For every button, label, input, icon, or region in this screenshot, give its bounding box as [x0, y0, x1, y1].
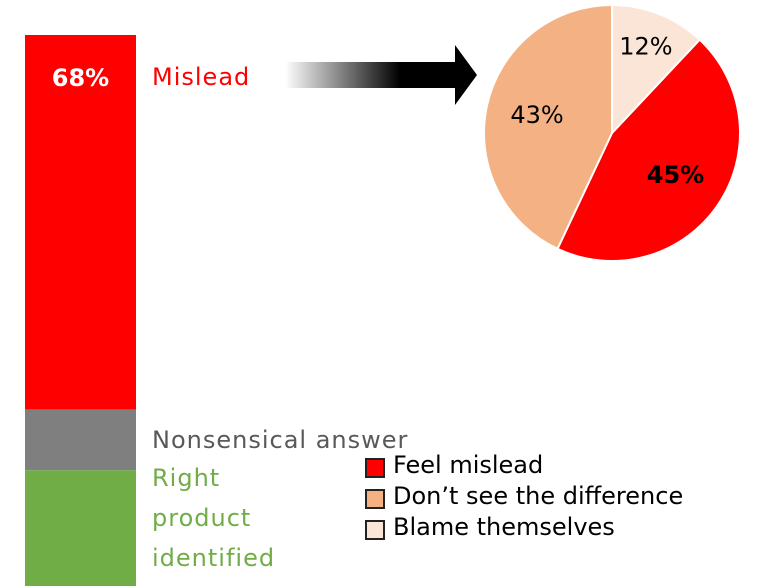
- legend-label: Blame themselves: [393, 513, 615, 541]
- arrow: [285, 45, 477, 105]
- legend-swatch: [365, 458, 385, 478]
- series-label: Mislead: [152, 63, 251, 91]
- legend-swatch: [365, 520, 385, 540]
- bar-segment: [25, 470, 136, 586]
- bar-segment: [25, 35, 136, 410]
- data-label: 43%: [510, 101, 563, 129]
- pie-slice: [483, 3, 613, 251]
- bar-segment: [25, 409, 136, 471]
- series-label: Nonsensical answer: [152, 425, 409, 454]
- data-label: 45%: [647, 161, 704, 189]
- legend-swatch: [365, 489, 385, 509]
- legend-label: Feel mislead: [393, 451, 543, 479]
- pie-slice: [556, 38, 741, 262]
- data-label: 68%: [52, 64, 109, 92]
- pie-slice: [611, 3, 702, 136]
- series-label: Right product identified: [152, 464, 276, 573]
- legend-label: Don’t see the difference: [393, 482, 683, 510]
- data-label: 12%: [619, 32, 672, 60]
